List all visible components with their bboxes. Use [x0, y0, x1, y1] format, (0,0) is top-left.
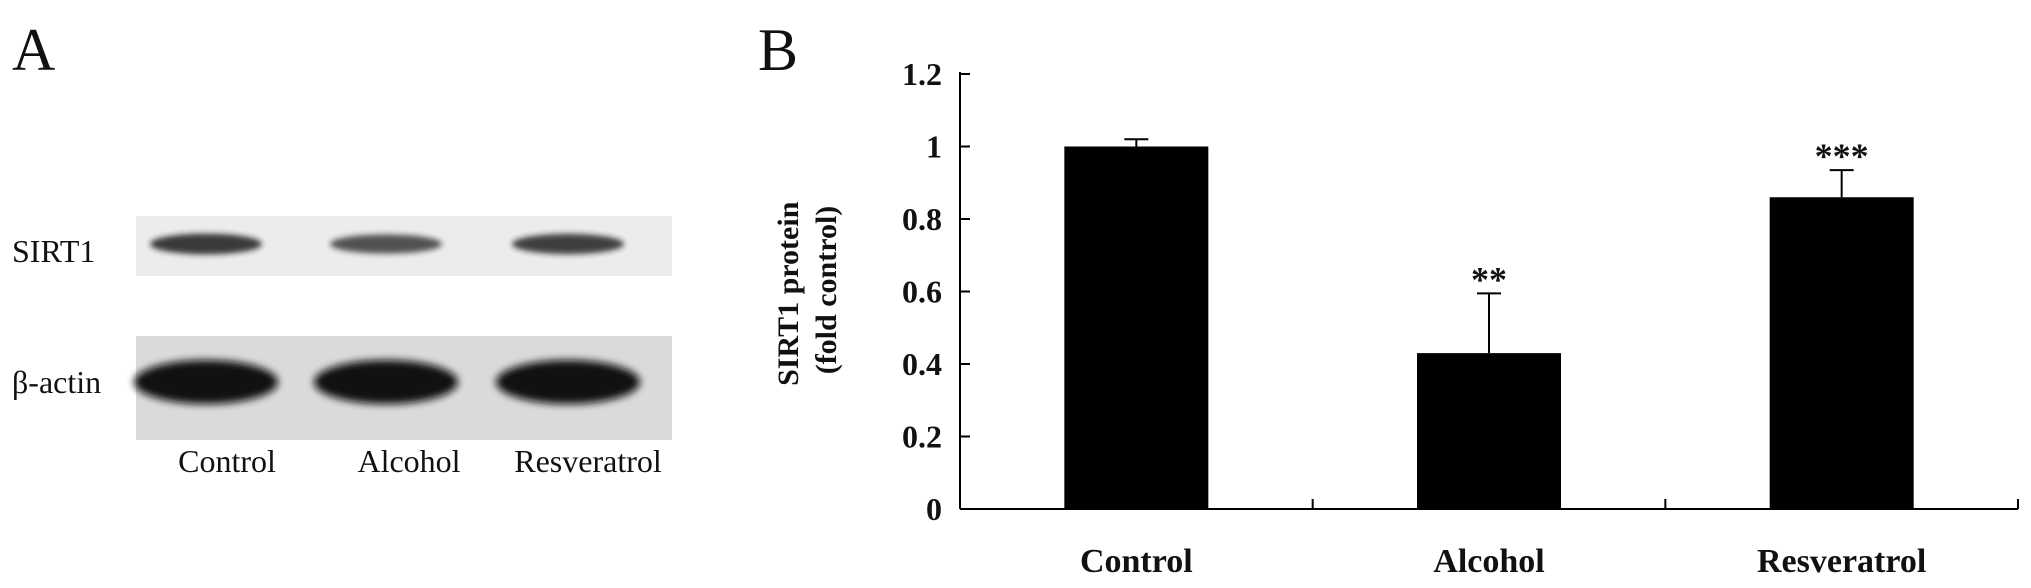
x-category-label-alcohol: Alcohol — [1433, 543, 1544, 580]
y-tick-label: 0.4 — [902, 346, 942, 382]
sirt1-band-alcohol — [330, 234, 442, 254]
bar-alcohol — [1417, 353, 1561, 509]
panel-b: B SIRT1 protein (fold control) 0 0.2 0.4 0.… — [758, 17, 2019, 580]
y-tick-label: 0.6 — [902, 274, 942, 310]
bar-control — [1064, 146, 1209, 509]
beta-actin-bands — [134, 360, 640, 404]
x-category-label-control: Control — [1080, 543, 1193, 580]
beta-actin-band-alcohol — [314, 360, 458, 404]
sirt1-band-control — [150, 233, 262, 255]
significance-resveratrol: *** — [1815, 136, 1869, 176]
lane-label-resveratrol: Resveratrol — [514, 443, 662, 479]
chart-plot-area: 0 0.2 0.4 0.6 0.8 1 1.2 Control ** Alcohol *** Resv… — [902, 56, 2019, 580]
sirt1-band-resveratrol — [512, 233, 624, 255]
beta-actin-row-label: β-actin — [12, 364, 101, 400]
lane-label-alcohol: Alcohol — [357, 443, 460, 479]
panel-b-letter: B — [758, 17, 798, 83]
sirt1-bands — [150, 233, 624, 255]
panel-a-letter: A — [12, 17, 55, 83]
panel-a: A SIRT1 β-actin Control Alcohol Resverat… — [12, 17, 672, 479]
lane-label-control: Control — [178, 443, 276, 479]
y-axis-title-line-1: SIRT1 protein — [772, 201, 805, 386]
beta-actin-band-control — [134, 360, 278, 404]
significance-alcohol: ** — [1471, 259, 1507, 299]
bar-resveratrol — [1769, 197, 1914, 509]
y-tick-label: 1 — [926, 129, 942, 165]
y-tick-label: 1.2 — [902, 56, 942, 92]
x-category-label-resveratrol: Resveratrol — [1757, 543, 1926, 580]
y-tick-label: 0 — [926, 491, 942, 527]
beta-actin-band-resveratrol — [496, 360, 640, 404]
y-axis-title-line-2: (fold control) — [810, 206, 843, 375]
sirt1-row-label: SIRT1 — [12, 233, 95, 269]
y-tick-label: 0.8 — [902, 201, 942, 237]
y-tick-label: 0.2 — [902, 419, 942, 455]
chart-y-axis-title: SIRT1 protein (fold control) — [772, 194, 843, 386]
